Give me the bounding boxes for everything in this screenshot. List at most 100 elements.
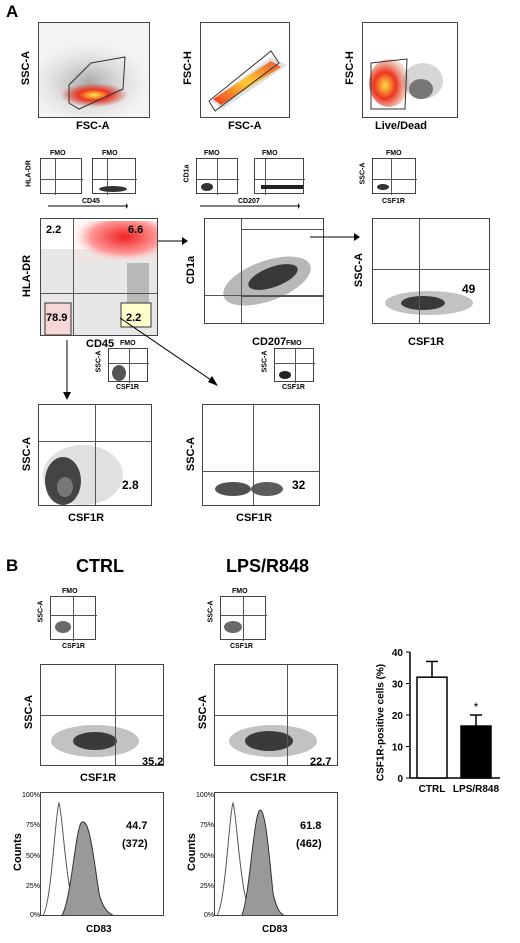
hla-q-bl: 78.9 — [46, 312, 68, 324]
cd1a-density — [223, 256, 311, 306]
hla-q-tr: 6.6 — [128, 224, 144, 236]
bar-chart: 0 10 20 30 40 CTRL LPS/R848 * — [392, 648, 500, 795]
hist-lps-tick-100: 100% — [196, 792, 214, 799]
category-label: CTRL — [419, 784, 446, 795]
fmo-b-y-lps: SSC-A — [207, 600, 215, 623]
fmo-cd1a-2 — [254, 158, 305, 195]
fmo-lower-right — [274, 348, 315, 383]
fmo-label-6: FMO — [120, 340, 136, 347]
y-tick-label: 40 — [392, 648, 404, 659]
hist-x-cd83-ctrl: CD83 — [86, 924, 112, 935]
hla-density — [41, 221, 157, 335]
hist-ctrl-pct: 44.7 — [126, 820, 148, 832]
x-label-csf1r-lr: CSF1R — [236, 512, 273, 524]
y-label-hla: HLA-DR — [21, 254, 33, 298]
fmo-b-x-ctrl: CSF1R — [62, 643, 85, 650]
scatter-b-lps — [214, 664, 338, 766]
fmo-x-csf1r-ll: CSF1R — [116, 384, 139, 391]
fmo-label-4: FMO — [262, 150, 278, 157]
y-label-ssc-ll: SSC-A — [21, 436, 33, 472]
fmo-y-ssc: SSC-A — [359, 162, 367, 185]
b-y-ssc-lps: SSC-A — [197, 694, 209, 730]
hist-lps — [214, 792, 338, 916]
scatter-cd1a-cd207 — [204, 218, 324, 324]
singlet-diagonal — [208, 50, 287, 112]
hist-ctrl-tick-100: 100% — [22, 792, 40, 799]
b-x-csf1r-lps: CSF1R — [250, 772, 287, 784]
lr-density — [215, 482, 283, 496]
fmo-lower-left — [108, 348, 149, 383]
significance-marker: * — [474, 700, 479, 714]
hist-lps-tick-0: 0% — [204, 912, 215, 919]
hist-ctrl — [40, 792, 164, 916]
panel-b-letter: B — [6, 556, 19, 575]
bar — [460, 725, 492, 779]
fmo-b-x-lps: CSF1R — [230, 643, 253, 650]
scatter-ssc-csf1r-main — [372, 218, 490, 324]
bar — [416, 676, 448, 779]
fmo-y-hla: HLA-DR — [25, 160, 33, 187]
x-label-cd45: CD45 — [86, 338, 115, 350]
x-label-livedead: Live/Dead — [375, 120, 427, 132]
category-label: LPS/R848 — [453, 784, 500, 795]
fmo-y-ssc-lr: SSC-A — [261, 350, 269, 373]
hist-ctrl-tick-50: 50% — [26, 853, 41, 860]
hla-q-br: 2.2 — [126, 312, 142, 324]
y-label-ssc-lr: SSC-A — [185, 436, 197, 472]
density-cloud — [39, 43, 149, 117]
fmo-ssc-top — [372, 158, 417, 195]
fmo-x-csf1r-lr: CSF1R — [282, 384, 305, 391]
scatter-hla-cd45 — [40, 218, 158, 336]
title-lps: LPS/R848 — [226, 556, 310, 576]
fmo-label-3: FMO — [204, 150, 220, 157]
panel-a-letter: A — [6, 2, 19, 21]
b-ctrl-value: 35.2 — [142, 756, 164, 768]
fmo-label-b2: FMO — [232, 588, 248, 595]
b-lps-value: 22.7 — [310, 756, 332, 768]
scatter-fsch-fsca — [200, 22, 290, 118]
fmo-label: FMO — [50, 150, 66, 157]
fmo-x-csf1r: CSF1R — [382, 198, 405, 205]
csf1r-density — [385, 291, 473, 315]
fmo-label-5: FMO — [386, 150, 402, 157]
hist-y-counts-lps: Counts — [186, 833, 198, 871]
hist-lps-curves — [216, 801, 285, 915]
x-label-csf1r-main: CSF1R — [408, 336, 445, 348]
ll-value: 2.8 — [122, 478, 139, 492]
arrow-to-csf1r — [310, 233, 360, 241]
y-label-cd1a: CD1a — [185, 255, 197, 285]
fmo-x-cd207: CD207 — [238, 198, 260, 205]
hist-ctrl-mfi: (372) — [122, 838, 148, 850]
hist-ctrl-tick-25: 25% — [26, 883, 41, 890]
title-ctrl: CTRL — [76, 556, 124, 576]
ll-density — [43, 445, 123, 505]
hist-ctrl-curves — [42, 801, 114, 915]
live-gate — [369, 58, 443, 110]
y-label-ssc: SSC-A — [20, 50, 32, 86]
hist-y-counts-ctrl: Counts — [12, 833, 24, 871]
scatter-ssc-fsc — [38, 22, 150, 118]
fmo-hla-2 — [92, 158, 137, 195]
hist-lps-tick-25: 25% — [200, 883, 215, 890]
hist-ctrl-tick-75: 75% — [26, 822, 41, 829]
csf1r-main-value: 49 — [462, 282, 476, 296]
y-label-fsch: FSC-H — [182, 51, 194, 85]
y-tick-label: 30 — [392, 680, 404, 691]
arrow-down-right — [119, 317, 218, 386]
scatter-ssc-csf1r-lr — [202, 404, 320, 506]
arrow-down-left — [63, 340, 71, 400]
hist-ctrl-tick-0: 0% — [30, 912, 41, 919]
y-label-fsch-2: FSC-H — [344, 51, 356, 85]
hist-lps-mfi: (462) — [296, 838, 322, 850]
scatter-ssc-csf1r-ll — [38, 404, 152, 506]
bar-chart-ylabel: CSF1R-positive cells (%) — [375, 663, 387, 782]
hist-lps-tick-50: 50% — [200, 853, 215, 860]
b-y-ssc-ctrl: SSC-A — [23, 694, 35, 730]
fmo-label-7: FMO — [286, 340, 302, 347]
fmo-x-cd45: CD45 — [82, 198, 100, 205]
scatter-b-ctrl — [40, 664, 164, 766]
hla-q-tl: 2.2 — [46, 224, 62, 236]
arrow-to-cd1a — [158, 237, 188, 245]
fmo-hla-1 — [40, 158, 83, 195]
fmo-label-2: FMO — [102, 150, 118, 157]
